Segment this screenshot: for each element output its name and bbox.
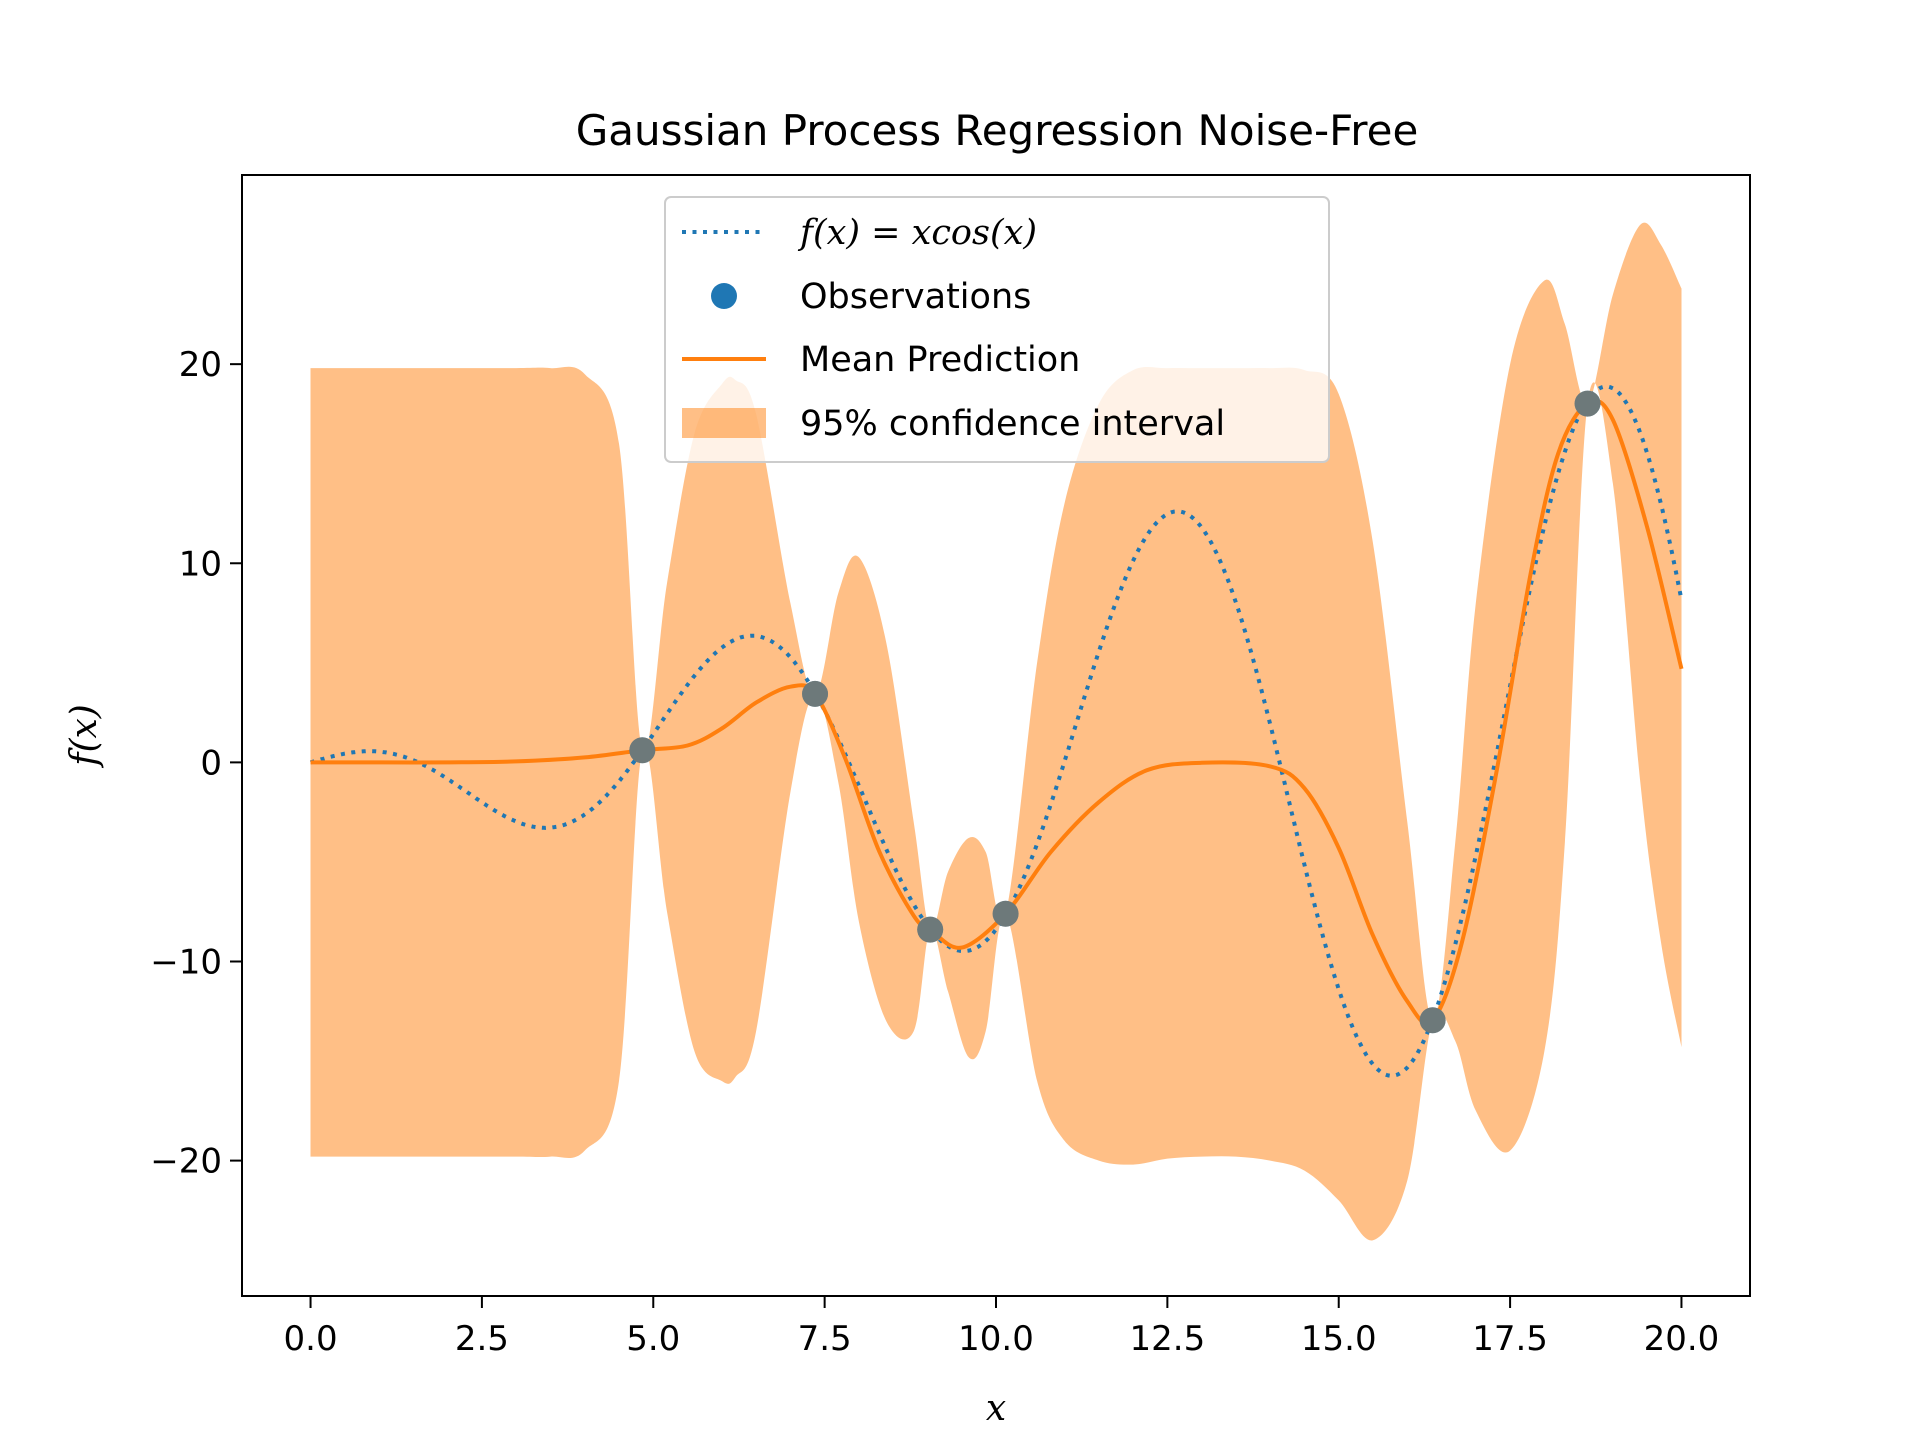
legend-band-swatch — [682, 408, 766, 438]
legend-marker-swatch — [711, 283, 737, 309]
x-tick-label: 10.0 — [958, 1319, 1034, 1359]
observation-point-overlay — [1419, 1007, 1446, 1034]
y-tick-label: −20 — [150, 1142, 222, 1182]
legend-label: 95% confidence interval — [800, 404, 1225, 444]
observation-point — [629, 737, 656, 764]
observation-point-overlay — [917, 916, 944, 943]
legend-entries: f(x) = xcos(x) Observations Mean Predictio… — [682, 213, 1225, 444]
y-axis-ticks: −20 −10 0 10 20 — [150, 345, 242, 1182]
observation-point — [992, 900, 1019, 927]
x-axis-ticks: 0.0 2.5 5.0 7.5 10.0 12.5 15.0 17.5 20.0 — [284, 1296, 1720, 1359]
y-tick-label: 10 — [179, 544, 222, 584]
x-tick-label: 12.5 — [1130, 1319, 1206, 1359]
x-tick-label: 17.5 — [1472, 1319, 1548, 1359]
legend-label: Observations — [800, 277, 1031, 317]
x-tick-label: 2.5 — [455, 1319, 509, 1359]
mean-prediction-line — [310, 398, 1684, 1026]
observation-point — [917, 916, 944, 943]
y-tick-label: −10 — [150, 942, 222, 982]
observation-point-overlay — [629, 737, 656, 764]
observation-point — [802, 680, 829, 707]
x-tick-label: 5.0 — [626, 1319, 680, 1359]
observation-layer — [629, 390, 1601, 1034]
observation-point — [1574, 390, 1601, 417]
x-axis-label: x — [986, 1388, 1006, 1429]
y-axis-label: f(x) — [64, 704, 105, 769]
x-tick-label: 20.0 — [1644, 1319, 1720, 1359]
line-layer — [309, 384, 1684, 1078]
legend: f(x) = xcos(x) Observations Mean Predictio… — [664, 196, 1330, 463]
legend-label: Mean Prediction — [800, 340, 1080, 380]
x-tick-label: 15.0 — [1301, 1319, 1377, 1359]
legend-label: f(x) = xcos(x) — [797, 213, 1037, 253]
observation-point-overlay — [992, 900, 1019, 927]
legend-box — [664, 196, 1330, 463]
observation-point — [1419, 1007, 1446, 1034]
y-tick-label: 20 — [179, 345, 222, 385]
observation-point-overlay — [1574, 390, 1601, 417]
chart-title: Gaussian Process Regression Noise-Free — [576, 106, 1419, 155]
y-tick-label: 0 — [200, 743, 222, 783]
observation-point-overlay — [802, 680, 829, 707]
x-tick-label: 0.0 — [284, 1319, 338, 1359]
x-tick-label: 7.5 — [798, 1319, 852, 1359]
plot-area — [309, 222, 1684, 1241]
true-function-line — [309, 384, 1684, 1078]
